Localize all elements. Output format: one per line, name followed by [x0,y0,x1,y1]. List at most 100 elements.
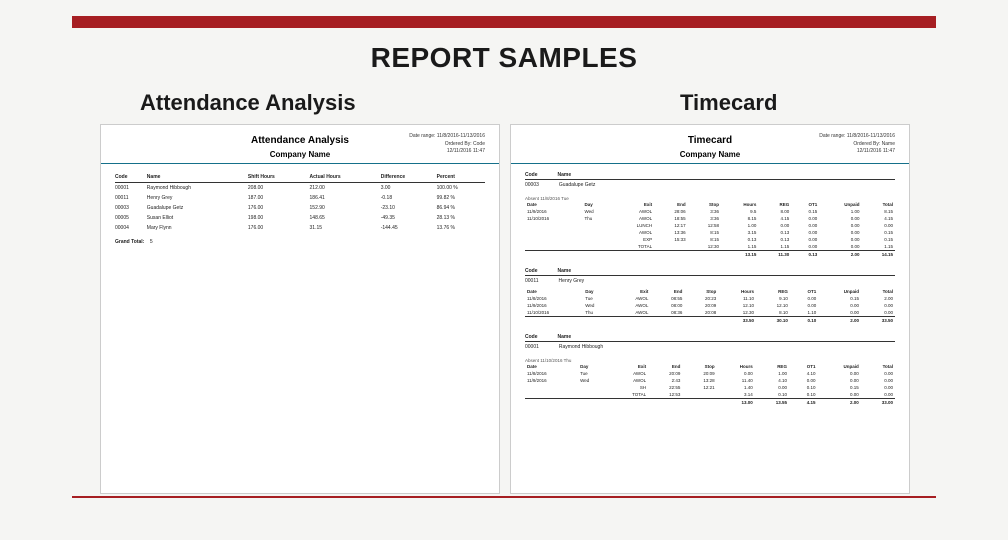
table-cell: 8.10 [756,309,790,317]
table-cell: 0.00 [717,370,755,377]
main-title: REPORT SAMPLES [0,42,1008,74]
table-cell: 00004 [115,223,147,233]
table-cell: 176.00 [248,203,310,213]
table-cell: 1.00 [755,370,789,377]
table-cell: 3.15 [721,229,758,236]
col-header: Day [583,288,612,295]
table-cell: 3.14 [717,391,755,399]
total-cell: 14.15 [861,251,895,259]
table-row: 11/10/2016ThuAWOL08:3620:0812.308.101.10… [525,309,895,317]
table-cell: 20:09 [682,370,716,377]
table-cell: 0.15 [818,384,861,391]
section-title-timecard: Timecard [680,90,777,116]
table-cell [582,229,611,236]
timecard-report: Timecard Company Name Date range: 11/8/2… [510,124,910,494]
total-cell [612,317,650,325]
table-cell: Wed [578,377,608,384]
col-header: REG [758,201,791,208]
col-shift: Shift Hours [248,172,310,183]
table-cell [582,236,611,243]
table-cell: 20:23 [684,295,718,302]
col-header: Day [578,363,608,370]
table-cell: LUNCH [611,222,654,229]
table-cell: 0.00 [755,384,789,391]
employee-name: Raymond Hibbough [559,344,603,350]
table-cell: 0.00 [861,222,895,229]
total-cell [608,399,649,407]
table-cell: 20:09 [648,370,682,377]
attendance-meta: Date range: 11/8/2016-11/13/2016 Ordered… [409,133,485,156]
table-cell: AWOL [612,309,650,317]
table-cell: 0.00 [861,391,895,399]
bottom-accent-bar [72,496,936,498]
name-label: Name [558,268,572,274]
table-cell: Tue [578,370,608,377]
table-cell: SH [608,384,649,391]
table-cell: 8:15 [688,229,721,236]
table-cell: 0.00 [861,384,895,391]
table-cell: 1.15 [721,243,758,251]
table-row: LUNCH12:1712:581.000.000.000.000.00 [525,222,895,229]
attendance-table: Code Name Shift Hours Actual Hours Diffe… [115,172,485,233]
attendance-run-time: 12/11/2016 11:47 [409,148,485,156]
table-cell [525,391,578,399]
timecard-date-range: Date range: 11/8/2016-11/13/2016 [819,133,895,141]
table-row: TOTAL12:533.140.100.100.000.00 [525,391,895,399]
table-cell: 31.15 [310,223,381,233]
table-cell: 0.00 [818,377,861,384]
table-cell: 1.15 [758,243,791,251]
col-header: Stop [684,288,718,295]
col-header: Day [582,201,611,208]
table-cell: 208.00 [248,183,310,194]
table-cell: 0.15 [861,229,895,236]
col-header: OT1 [790,288,818,295]
table-cell: 0.13 [758,236,791,243]
table-cell: 100.00 % [437,183,485,194]
col-header: Hours [717,363,755,370]
table-cell: 3.00 [381,183,437,194]
table-cell: -144.45 [381,223,437,233]
table-cell: 4.15 [758,215,791,222]
table-cell: 4.15 [861,215,895,222]
total-cell: 13.15 [721,251,758,259]
table-cell [578,384,608,391]
table-cell: 3:36 [688,208,721,215]
absent-row: Absent 11/10/2016 Thu [525,354,895,363]
table-cell: 20:08 [684,309,718,317]
table-cell: AWOL [612,302,650,309]
table-cell: 148.65 [310,213,381,223]
table-cell: 0.00 [791,243,819,251]
table-cell [525,384,578,391]
table-row: 11/9/2016WedAWOL28:063:369.58.000.151.00… [525,208,895,215]
table-cell: 1.00 [819,208,861,215]
col-header: Total [861,363,895,370]
table-cell: 12:21 [682,384,716,391]
employee-header-row: CodeName [525,334,895,342]
col-header: Exit [608,363,649,370]
total-cell: 2.00 [818,399,861,407]
table-cell: 2:43 [648,377,682,384]
table-cell: 4.10 [789,370,818,377]
table-row: TOTAL12:301.151.150.000.001.15 [525,243,895,251]
total-cell: 13.55 [755,399,789,407]
timecard-meta: Date range: 11/8/2016-11/13/2016 Ordered… [819,133,895,156]
totals-row: 13.1511.300.132.0014.15 [525,251,895,259]
col-header: Date [525,288,583,295]
table-cell: -0.18 [381,193,437,203]
table-cell: 212.00 [310,183,381,194]
total-cell: 2.00 [819,251,861,259]
table-cell: -23.10 [381,203,437,213]
table-row: 00003Guadalupe Getz176.00152.90-23.1086.… [115,203,485,213]
table-cell: 86.94 % [437,203,485,213]
table-cell: 0.15 [861,236,895,243]
table-cell: 11/10/2016 [525,309,583,317]
table-cell: 1.40 [717,384,755,391]
totals-row: 13.0013.554.152.0033.00 [525,399,895,407]
table-cell: 0.00 [790,295,818,302]
total-cell [578,399,608,407]
table-cell: 187.00 [248,193,310,203]
total-cell [688,251,721,259]
table-cell: 0.00 [791,215,819,222]
name-label: Name [558,334,572,340]
table-cell: 11/8/2016 [525,370,578,377]
